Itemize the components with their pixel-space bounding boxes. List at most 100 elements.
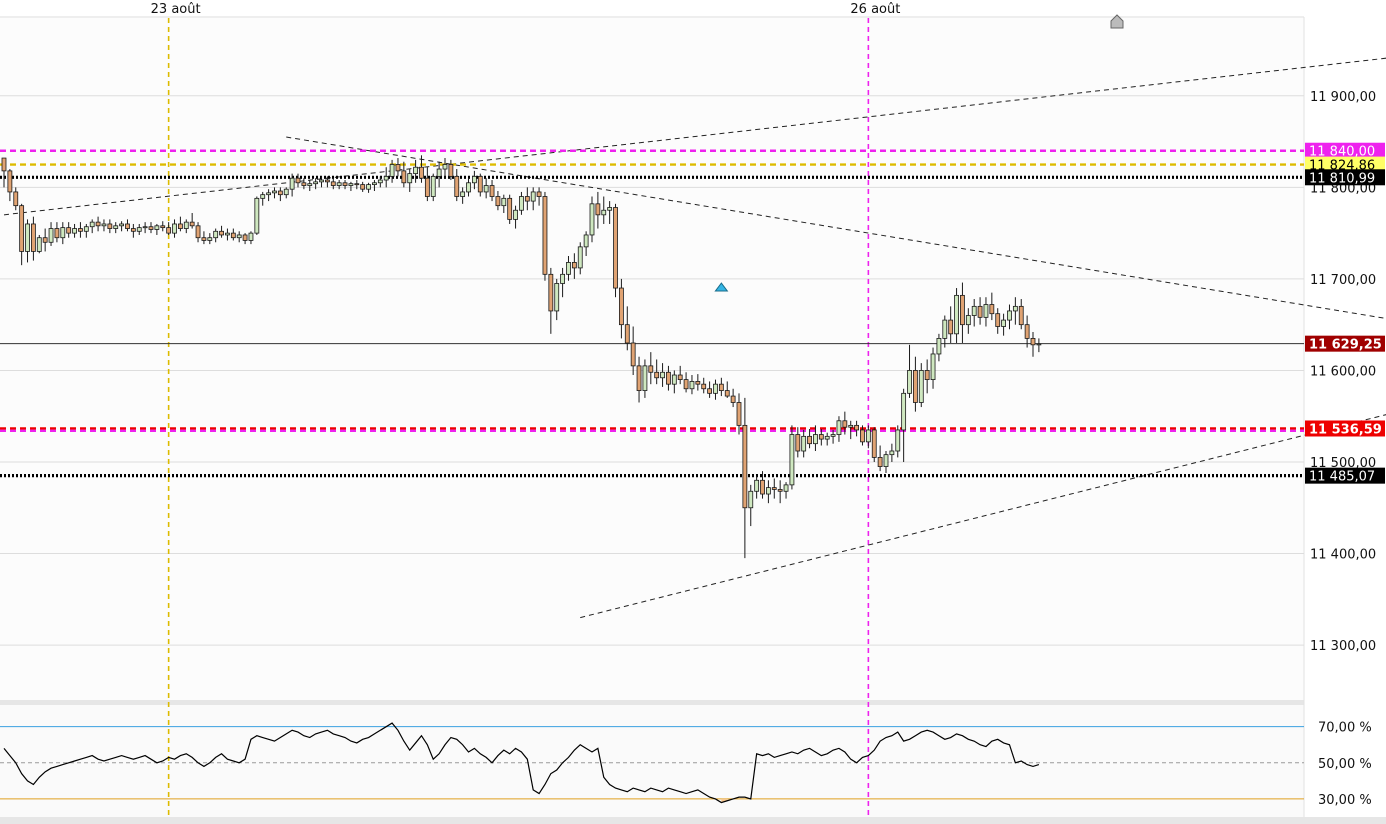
price-tag-background [1305,169,1385,186]
candle-body [54,228,60,239]
price-tag: 11 840,00 [1305,142,1385,160]
trendlines[interactable] [3,41,1386,619]
candle-body [448,164,454,177]
buy-signal-icon [714,282,729,292]
price-tag: 11 536,59 [1305,420,1385,437]
rsi-tick-label: 70,00 % [1318,721,1372,736]
price-tag-label: 11 536,59 [1309,422,1382,437]
candle-body [236,234,242,239]
candle-body [895,429,901,452]
candle-body [642,365,648,391]
candle-body [595,203,601,216]
candle-body [30,223,36,252]
candle-body [1007,310,1012,321]
trendline[interactable] [580,366,1386,619]
price-tag-background [1305,467,1385,484]
candle-body [307,183,313,186]
price-tag-label: 11 810,99 [1309,171,1375,186]
candle-body [430,175,436,197]
candle-body [718,383,724,391]
candle-body [260,194,266,199]
candle-body [736,402,742,426]
candle-body [795,434,801,452]
candle-body [813,434,818,445]
candle-body [554,283,560,312]
price-tick-label: 11 900,00 [1310,90,1376,105]
candle-body [295,177,301,184]
date-axis: 23 août 26 août [151,2,901,17]
candle-body [36,237,42,252]
candle-body [19,205,25,252]
candle-body [483,185,489,193]
candle-body [501,197,507,207]
candle-body [689,381,695,390]
candle-body [607,207,613,211]
candle-body [413,166,419,175]
candle-body [724,390,730,397]
bottom-scrollbar[interactable] [0,817,1386,824]
candle-body [454,175,460,197]
price-tick-label: 11 600,00 [1310,364,1376,379]
candle-body [372,182,377,186]
candle-body [242,234,248,241]
candle-body [1030,338,1036,346]
candle-body [924,370,930,380]
candle-body [213,230,219,239]
candle-body [760,479,765,495]
candle-body [195,225,201,239]
candle-body [589,203,595,236]
candle-body [766,487,771,495]
rsi-tick-label: 30,00 % [1318,793,1372,808]
candle-body [936,338,942,355]
candle-body [495,196,501,207]
candle-body [918,370,924,403]
candle-body [72,228,77,234]
candle-body [860,429,865,443]
candle-body [907,370,912,394]
candle-body [366,184,371,190]
candle-body [42,237,48,243]
candle-body [824,435,830,440]
candle-body [277,190,283,196]
candle-body [119,223,124,227]
candle-body [272,190,277,194]
vertical-date-lines [167,18,870,817]
candle-body [342,182,348,186]
candle-body [78,228,83,232]
panel-separator[interactable] [0,700,1304,705]
price-tag-background [1305,335,1385,352]
candle-body [107,223,113,229]
date-label: 23 août [151,2,201,17]
candle-body [560,273,565,284]
candle-body [377,179,383,184]
candle-body [48,228,54,243]
price-tag-background [1305,156,1385,173]
home-icon[interactable] [1110,14,1124,29]
candle-body [289,177,295,190]
candle-body [201,237,207,241]
candle-body [865,429,871,443]
price-tick-label: 11 500,00 [1310,456,1376,471]
candle-body [877,457,883,467]
candle-body [389,164,395,177]
price-tag-label: 11 840,00 [1309,145,1375,160]
candle-body [348,183,354,186]
candle-body [336,182,342,186]
candle-body [507,197,513,220]
candle-body [601,209,607,216]
horizontal-levels[interactable] [0,149,1304,478]
candle-body [971,305,977,316]
candle-body [524,196,530,202]
candle-body [1012,305,1018,312]
candle-body [830,434,836,437]
candle-body [513,209,518,220]
candle-body [789,434,795,486]
candle-body [707,388,712,394]
candle-body [748,490,754,509]
candle-body [977,305,983,318]
price-tag-background [1305,420,1385,437]
date-label: 26 août [850,2,900,17]
candle-body [530,191,536,202]
trendline[interactable] [3,41,1386,216]
